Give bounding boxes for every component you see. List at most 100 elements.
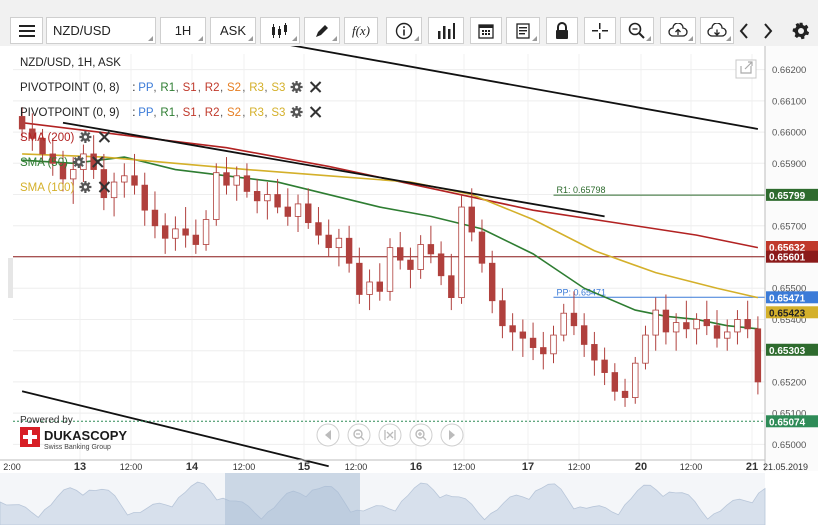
legend-label: SMA (50) <box>20 157 68 169</box>
scroll-left-button[interactable] <box>734 17 754 44</box>
close-icon[interactable] <box>309 81 322 93</box>
scroll-right-button[interactable] <box>758 17 778 44</box>
download-button[interactable] <box>700 17 734 44</box>
candle <box>253 178 261 214</box>
indicator-button[interactable]: f(x) <box>344 17 378 44</box>
candle <box>417 235 424 279</box>
gear-icon[interactable] <box>290 106 303 118</box>
chart-background <box>0 46 818 525</box>
candle-body <box>693 319 700 330</box>
legend-level-label: PP <box>138 107 154 119</box>
expand-icon <box>740 61 753 74</box>
document-button[interactable] <box>506 17 540 44</box>
side-selector[interactable]: ASK <box>210 17 256 44</box>
candle <box>478 219 486 273</box>
time-tick-label: 17 <box>522 461 534 473</box>
candles <box>18 107 762 407</box>
close-icon[interactable] <box>98 131 111 143</box>
candle <box>724 319 731 351</box>
candle-body <box>264 194 271 202</box>
price-tag-box <box>766 188 818 201</box>
candle-body <box>437 253 445 277</box>
candle-body <box>294 203 302 217</box>
document-icon <box>516 22 530 39</box>
candle-body <box>754 328 762 383</box>
price-tick-label: 0.65100 <box>772 409 806 420</box>
gear-icon[interactable] <box>79 131 92 143</box>
nav-button-circle <box>347 423 371 447</box>
candle-body <box>407 259 414 270</box>
candle-body <box>49 153 56 164</box>
settings-button[interactable] <box>788 17 814 44</box>
menu-button[interactable] <box>10 17 43 44</box>
gear-icon[interactable] <box>79 181 92 193</box>
expand-button[interactable] <box>735 59 757 79</box>
gear-icon[interactable] <box>290 81 303 93</box>
zoom-in-icon-detail <box>418 432 427 441</box>
candle-body <box>632 362 639 398</box>
scroll-back-button[interactable] <box>316 423 340 447</box>
bars-icon <box>438 22 455 39</box>
scroll-back-icon <box>325 430 331 440</box>
upload-button[interactable] <box>660 17 696 44</box>
lock-button[interactable] <box>546 17 578 44</box>
draw-button[interactable] <box>304 17 340 44</box>
crosshair-button[interactable] <box>584 17 616 44</box>
fit-button[interactable] <box>378 423 402 447</box>
close-icon[interactable] <box>309 106 322 118</box>
candle-body <box>744 319 751 330</box>
candle <box>693 313 700 345</box>
chart-type-button[interactable] <box>260 17 300 44</box>
price-tag: 0.65303 <box>766 343 818 357</box>
time-tick-label: 12:00 <box>680 462 703 472</box>
candle <box>540 331 547 370</box>
candle-body <box>110 181 118 199</box>
time-tick-label: 12:00 <box>453 462 476 472</box>
lock-icon <box>556 22 568 39</box>
info-icon <box>395 22 413 39</box>
price-tag-label: 0.65303 <box>769 346 806 357</box>
close-icon[interactable] <box>92 156 104 168</box>
candle <box>734 310 741 345</box>
candle-body <box>458 206 465 298</box>
candle <box>233 166 240 201</box>
period-selector[interactable]: 1H <box>160 17 206 44</box>
price-axis: 0.662000.661000.660000.659000.658000.657… <box>764 46 818 471</box>
navigator[interactable] <box>0 473 766 525</box>
left-resize-handle[interactable] <box>8 258 13 298</box>
candle-body <box>642 334 649 364</box>
close-icon[interactable] <box>98 181 111 193</box>
download-icon <box>707 22 727 37</box>
price-tag: 0.65601 <box>766 250 818 264</box>
zoom-in-icon <box>415 429 425 439</box>
zoom-button[interactable] <box>620 17 654 44</box>
chevron-left-icon <box>739 22 748 39</box>
candle <box>192 219 200 254</box>
pivot-level-label: R1: 0.65798 <box>557 185 606 195</box>
calendar-button[interactable] <box>470 17 502 44</box>
swiss-cross-icon <box>23 430 37 444</box>
zoom-out-button[interactable] <box>347 423 371 447</box>
legend-level-comma: , <box>264 107 267 119</box>
price-chart[interactable]: R1: 0.65798 PP: 0.65471 NZD/USD, 1H, ASK P… <box>0 46 818 525</box>
candle-body <box>325 234 332 249</box>
legend-level-label: R2 <box>205 107 220 119</box>
candle <box>448 253 455 311</box>
zoom-in-button[interactable] <box>409 423 433 447</box>
gear-icon[interactable] <box>72 156 85 168</box>
legend-separator: : <box>132 82 135 94</box>
bars-button[interactable] <box>428 17 464 44</box>
symbol-selector[interactable]: NZD/USD <box>46 17 156 44</box>
time-tick-label: 20 <box>635 461 647 473</box>
scroll-forward-button[interactable] <box>440 423 464 447</box>
legend-level-comma: , <box>220 82 223 94</box>
info-button[interactable] <box>386 17 422 44</box>
candle <box>274 178 281 214</box>
legend-level-comma: , <box>242 107 245 119</box>
legend-level-label: S3 <box>271 82 285 94</box>
legend-separator: : <box>132 107 135 119</box>
calendar-icon <box>478 23 494 39</box>
candle-body <box>223 172 230 186</box>
candle <box>345 225 353 273</box>
candle <box>437 241 445 286</box>
